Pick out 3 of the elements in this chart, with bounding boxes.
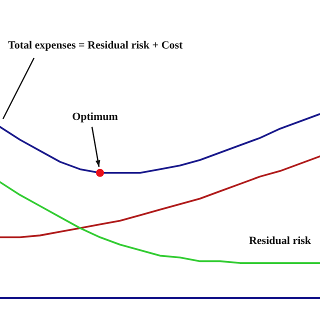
text: Total expenses = Residual risk + Cost [8,40,184,52]
series-label: Residual risk [248,235,312,248]
annotation: Optimum [72,110,118,123]
